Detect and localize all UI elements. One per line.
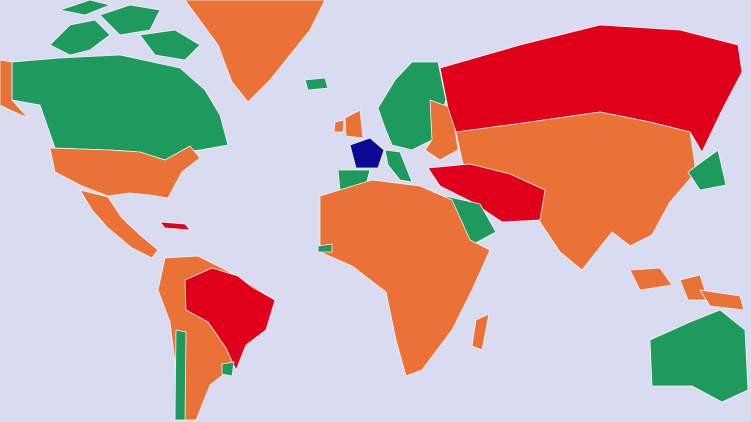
region-arctic-islands-3 (59, 0, 111, 16)
region-brazil (184, 267, 276, 371)
region-madagascar (471, 313, 490, 351)
region-italy (384, 149, 413, 183)
region-australia (649, 309, 749, 403)
region-iceland (304, 77, 329, 91)
region-southeast-asia-islands (629, 267, 673, 291)
region-usa (49, 145, 201, 199)
region-uk-ireland-1 (333, 119, 345, 133)
region-chile (174, 329, 187, 421)
region-arctic-islands-1 (99, 4, 161, 36)
region-senegal (317, 243, 333, 253)
region-uk-ireland (344, 109, 364, 139)
region-turkey-iran-region (427, 163, 546, 223)
region-africa (319, 179, 491, 377)
region-alaska (0, 59, 29, 119)
region-arctic-islands (49, 19, 111, 56)
region-uruguay (221, 361, 235, 377)
region-france (349, 137, 385, 169)
region-japan (687, 149, 727, 191)
region-cuba (159, 221, 191, 231)
region-greenland (184, 0, 326, 103)
region-southeast-asia-islands-2 (699, 289, 745, 311)
region-arctic-islands-2 (139, 29, 201, 61)
region-mexico-central-america (79, 189, 159, 259)
